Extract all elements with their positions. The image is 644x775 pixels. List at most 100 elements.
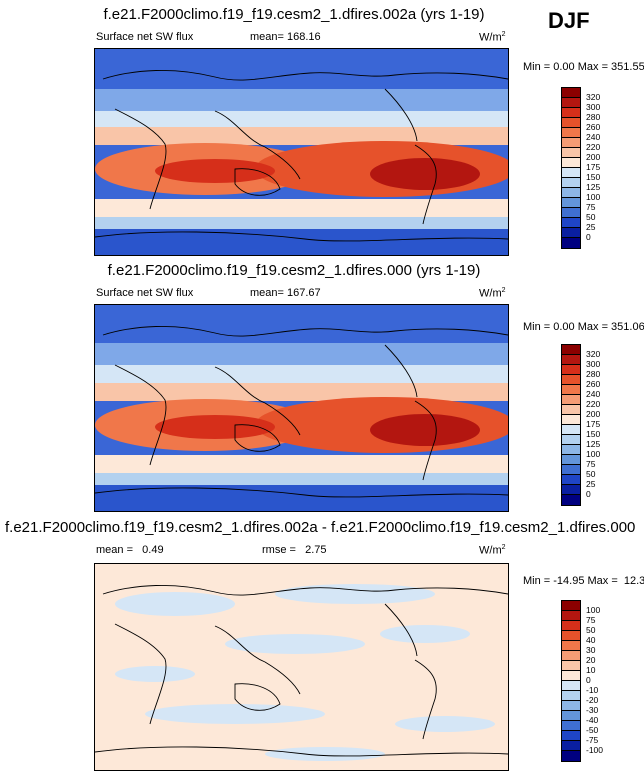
colorbar-swatch: [562, 345, 580, 355]
colorbar-swatch: [562, 711, 580, 721]
colorbar-swatch: [562, 98, 580, 108]
panel-3-minmax: Min = -14.95 Max = 12.37: [523, 575, 644, 587]
panel-2-map-svg: [95, 305, 508, 511]
panel-2-variable-label: Surface net SW flux: [96, 287, 194, 299]
colorbar-tick-label: 220: [586, 399, 601, 409]
panel-1-map: [94, 48, 509, 256]
colorbar-tick-label: 0: [586, 489, 591, 499]
colorbar-tick-label: -20: [586, 695, 599, 705]
colorbar-tick-label: 320: [586, 349, 601, 359]
colorbar-swatch: [562, 405, 580, 415]
colorbar-tick-label: -30: [586, 705, 599, 715]
colorbar-swatch: [562, 731, 580, 741]
colorbar-swatch: [562, 631, 580, 641]
colorbar-tick-label: 175: [586, 419, 601, 429]
panel-3-rmse-label: rmse = 2.75: [262, 544, 327, 556]
colorbar-tick-label: 40: [586, 635, 596, 645]
panel-1-title: f.e21.F2000climo.f19_f19.cesm2_1.dfires.…: [103, 6, 485, 23]
colorbar-tick-label: -50: [586, 725, 599, 735]
colorbar-swatch: [562, 495, 580, 505]
panel-1-variable-label: Surface net SW flux: [96, 31, 194, 43]
colorbar-swatch: [562, 168, 580, 178]
colorbar-swatch: [562, 701, 580, 711]
colorbar-tick-label: 125: [586, 439, 601, 449]
panel-2-minmax: Min = 0.00 Max = 351.06: [523, 321, 644, 333]
colorbar-tick-label: -10: [586, 685, 599, 695]
panel-1-map-svg: [95, 49, 508, 255]
colorbar-tick-label: -40: [586, 715, 599, 725]
colorbar-tick-label: 150: [586, 172, 601, 182]
colorbar-swatch: [562, 741, 580, 751]
colorbar-tick-label: 300: [586, 102, 601, 112]
colorbar-tick-label: 0: [586, 675, 591, 685]
panel-3-units: W/m2: [479, 544, 506, 557]
colorbar-swatch: [562, 415, 580, 425]
colorbar-tick-label: 220: [586, 142, 601, 152]
colorbar-tick-label: 75: [586, 202, 596, 212]
colorbar-swatch: [562, 455, 580, 465]
colorbar-swatch: [562, 375, 580, 385]
panel-1-minmax: Min = 0.00 Max = 351.55: [523, 61, 644, 73]
colorbar-tick-label: 150: [586, 429, 601, 439]
colorbar-swatch: [562, 228, 580, 238]
colorbar-swatch: [562, 118, 580, 128]
colorbar-tick-label: 50: [586, 625, 596, 635]
panel-2-units: W/m2: [479, 287, 506, 300]
panel-3-mean-label: mean = 0.49: [96, 544, 164, 556]
colorbar-tick-label: 280: [586, 369, 601, 379]
colorbar-swatch: [562, 148, 580, 158]
colorbar-swatch: [562, 671, 580, 681]
colorbar-swatch: [562, 661, 580, 671]
colorbar-tick-label: 200: [586, 152, 601, 162]
colorbar-tick-label: 175: [586, 162, 601, 172]
colorbar-tick-label: 0: [586, 232, 591, 242]
colorbar-swatch: [562, 238, 580, 248]
colorbar-swatch: [562, 395, 580, 405]
colorbar-swatch: [562, 475, 580, 485]
colorbar-swatch: [562, 751, 580, 761]
colorbar-tick-label: 10: [586, 665, 596, 675]
colorbar-swatch: [562, 621, 580, 631]
colorbar-swatch: [562, 435, 580, 445]
panel-1-mean-label: mean= 168.16: [250, 31, 321, 43]
colorbar-tick-label: 280: [586, 112, 601, 122]
colorbar-swatch: [562, 138, 580, 148]
colorbar-swatch: [562, 108, 580, 118]
colorbar-swatch: [562, 188, 580, 198]
colorbar-swatch: [562, 485, 580, 495]
panel-2-map: [94, 304, 509, 512]
colorbar-tick-label: 260: [586, 379, 601, 389]
colorbar-tick-label: 30: [586, 645, 596, 655]
panel-3-map: [94, 563, 509, 771]
colorbar-tick-label: 240: [586, 132, 601, 142]
panel-3-map-svg: [95, 564, 508, 770]
colorbar-swatch: [562, 681, 580, 691]
colorbar-swatch: [562, 641, 580, 651]
colorbar-tick-label: 20: [586, 655, 596, 665]
colorbar-swatch: [562, 651, 580, 661]
colorbar-tick-label: 75: [586, 615, 596, 625]
colorbar-tick-label: 100: [586, 192, 601, 202]
colorbar-swatch: [562, 691, 580, 701]
colorbar-tick-label: 25: [586, 479, 596, 489]
panel-2-mean-label: mean= 167.67: [250, 287, 321, 299]
colorbar-tick-label: 50: [586, 212, 596, 222]
colorbar-tick-label: 50: [586, 469, 596, 479]
panel-3-title: f.e21.F2000climo.f19_f19.cesm2_1.dfires.…: [5, 519, 636, 536]
colorbar-tick-label: 300: [586, 359, 601, 369]
colorbar-tick-label: -75: [586, 735, 599, 745]
colorbar-swatch: [562, 611, 580, 621]
colorbar-swatch: [562, 445, 580, 455]
colorbar-swatch: [562, 385, 580, 395]
panel-3-colorbar: [561, 600, 581, 762]
colorbar-swatch: [562, 208, 580, 218]
colorbar-tick-label: 200: [586, 409, 601, 419]
colorbar-swatch: [562, 128, 580, 138]
colorbar-tick-label: 320: [586, 92, 601, 102]
colorbar-tick-label: -100: [586, 745, 604, 755]
colorbar-tick-label: 100: [586, 605, 601, 615]
panel-1-units: W/m2: [479, 31, 506, 44]
colorbar-swatch: [562, 721, 580, 731]
colorbar-swatch: [562, 198, 580, 208]
panel-2-colorbar: [561, 344, 581, 506]
